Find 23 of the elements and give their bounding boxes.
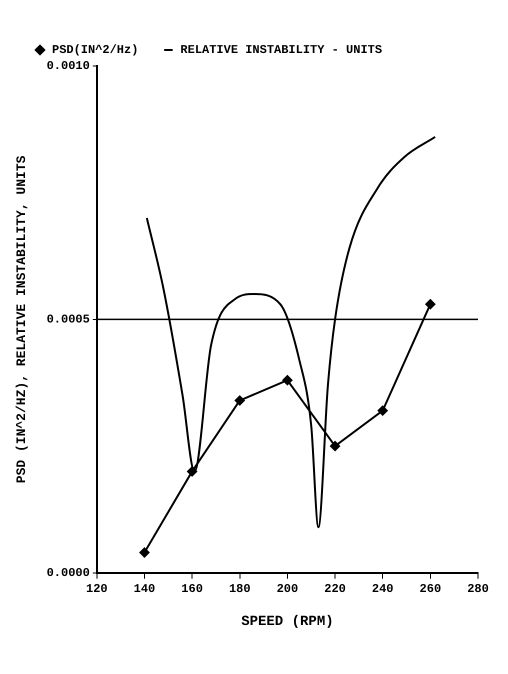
y-tick-label: 0.0005 xyxy=(46,312,90,326)
x-tick-label: 200 xyxy=(276,582,298,596)
x-tick-label: 180 xyxy=(228,582,251,596)
point xyxy=(282,375,292,386)
y-axis-title: PSD (IN^2/HZ), RELATIVE INSTABILITY, UNITS xyxy=(14,155,30,484)
point xyxy=(425,299,436,310)
x-axis-title: SPEED (RPM) xyxy=(241,614,334,630)
x-tick-label: 260 xyxy=(420,582,442,596)
point xyxy=(139,548,150,558)
legend-label: PSD(IN^2/Hz) xyxy=(52,43,138,58)
x-tick-label: 240 xyxy=(372,582,394,596)
x-tick-label: 160 xyxy=(181,582,203,596)
point xyxy=(330,441,340,452)
x-tick-label: 220 xyxy=(324,582,346,596)
x-tick-label: 120 xyxy=(86,582,108,596)
x-tick-label: 140 xyxy=(134,582,156,596)
x-tick-label: 280 xyxy=(467,582,489,596)
y-tick-label: 0.0000 xyxy=(46,566,90,580)
legend-label: RELATIVE INSTABILITY - UNITS xyxy=(180,43,382,58)
point xyxy=(187,466,198,476)
y-tick-label: 0.0010 xyxy=(46,59,90,74)
point xyxy=(378,406,388,416)
point xyxy=(234,395,245,406)
